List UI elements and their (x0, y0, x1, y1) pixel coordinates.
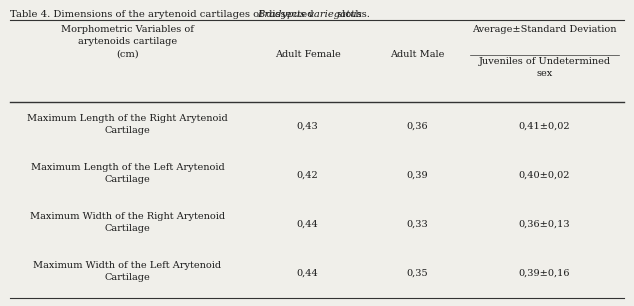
Text: Table 4. Dimensions of the arytenoid cartilages of dissected: Table 4. Dimensions of the arytenoid car… (10, 10, 317, 19)
Text: Average±Standard Deviation: Average±Standard Deviation (472, 25, 617, 34)
Text: Juveniles of Undetermined
sex: Juveniles of Undetermined sex (479, 57, 611, 78)
Text: sloths.: sloths. (334, 10, 370, 19)
Text: Maximum Length of the Right Arytenoid
Cartilage: Maximum Length of the Right Arytenoid Ca… (27, 114, 228, 135)
Text: 0,43: 0,43 (297, 122, 318, 131)
Text: Bradypus variegatus: Bradypus variegatus (257, 10, 362, 19)
Text: 0,40±0,02: 0,40±0,02 (519, 171, 570, 180)
Text: Morphometric Variables of
arytenoids cartilage
(cm): Morphometric Variables of arytenoids car… (61, 25, 194, 59)
Text: Maximum Length of the Left Arytenoid
Cartilage: Maximum Length of the Left Arytenoid Car… (30, 163, 224, 184)
Text: 0,33: 0,33 (406, 220, 429, 229)
Text: 0,36±0,13: 0,36±0,13 (519, 220, 571, 229)
Text: 0,44: 0,44 (297, 220, 318, 229)
Text: 0,36: 0,36 (406, 122, 429, 131)
Text: Adult Male: Adult Male (391, 50, 444, 59)
Text: Maximum Width of the Right Arytenoid
Cartilage: Maximum Width of the Right Arytenoid Car… (30, 212, 225, 233)
Text: 0,42: 0,42 (297, 171, 318, 180)
Text: 0,44: 0,44 (297, 269, 318, 278)
Text: Maximum Width of the Left Arytenoid
Cartilage: Maximum Width of the Left Arytenoid Cart… (34, 261, 221, 282)
Text: 0,41±0,02: 0,41±0,02 (519, 122, 571, 131)
Text: 0,39: 0,39 (406, 171, 429, 180)
Text: 0,35: 0,35 (406, 269, 429, 278)
Text: 0,39±0,16: 0,39±0,16 (519, 269, 570, 278)
Text: Adult Female: Adult Female (275, 50, 340, 59)
